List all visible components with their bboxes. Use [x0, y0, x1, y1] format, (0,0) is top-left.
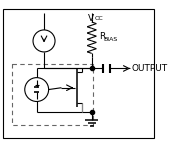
Circle shape	[33, 30, 55, 52]
Text: OUTPUT: OUTPUT	[131, 64, 167, 73]
Text: BIAS: BIAS	[104, 37, 118, 42]
Text: V: V	[88, 14, 94, 23]
Text: CC: CC	[95, 16, 103, 21]
Text: R: R	[99, 32, 105, 41]
Bar	[12, 64, 93, 125]
Circle shape	[25, 78, 49, 101]
